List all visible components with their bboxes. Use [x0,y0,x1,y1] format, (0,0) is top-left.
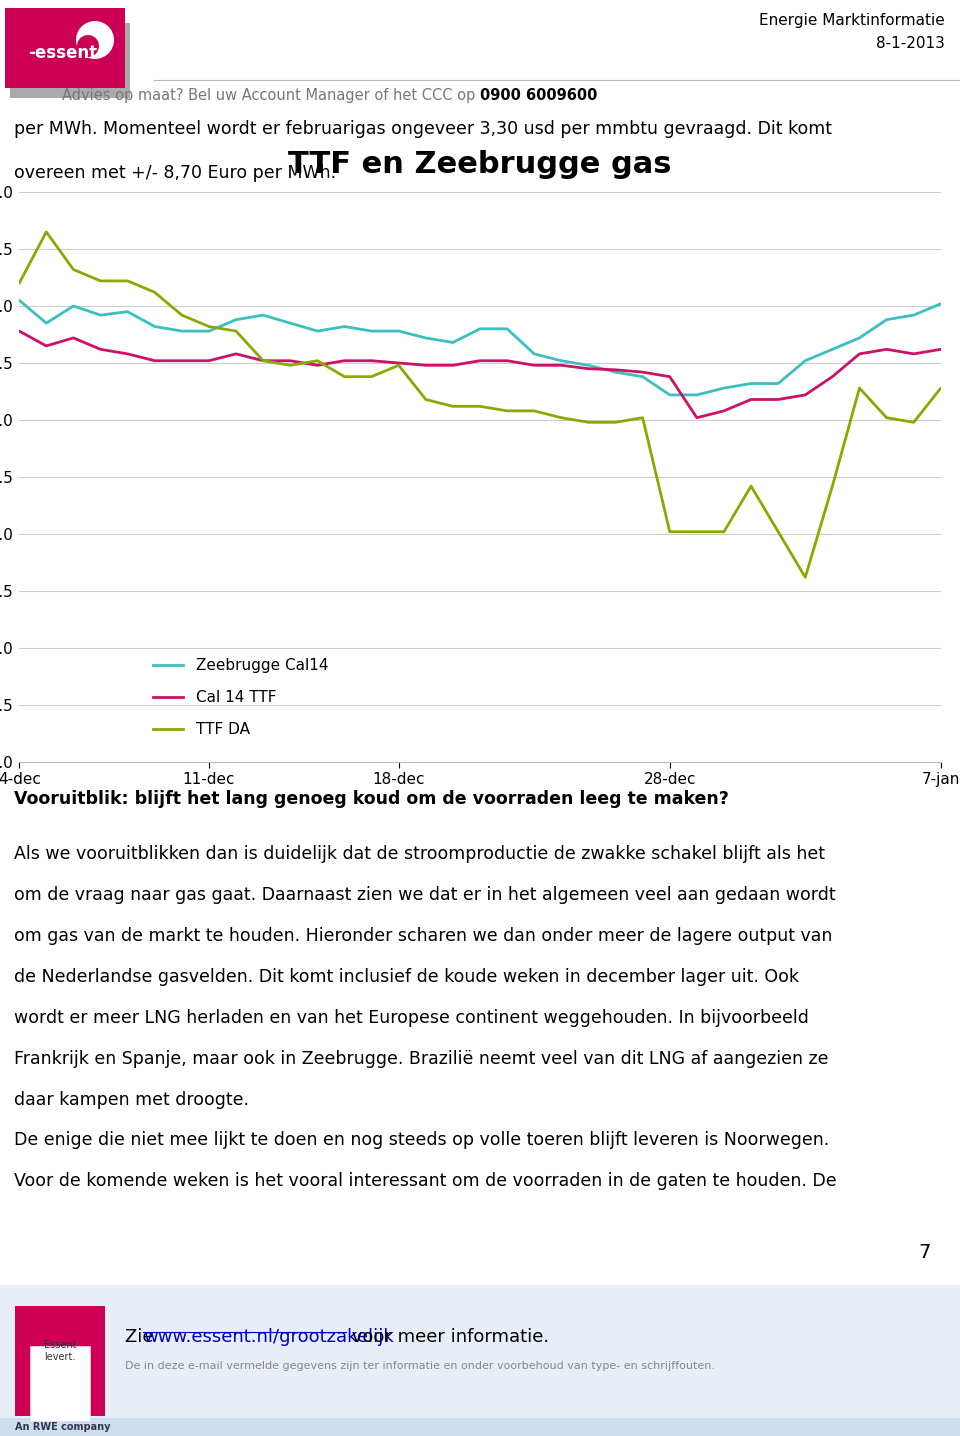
Bar [0,1417,960,1436]
Text: om gas van de markt te houden. Hieronder scharen we dan onder meer de lagere out: om gas van de markt te houden. Hieronder… [14,926,832,945]
Text: De in deze e-mail vermelde gegevens zijn ter informatie en onder voorbehoud van : De in deze e-mail vermelde gegevens zijn… [125,1361,715,1371]
Text: Essent
levert.: Essent levert. [44,1340,76,1361]
Bar [10,23,130,98]
Text: 8-1-2013: 8-1-2013 [876,36,945,52]
Ellipse shape [76,22,114,59]
Bar [30,1346,90,1422]
Bar [15,1305,105,1416]
Text: 7: 7 [919,1244,931,1262]
Text: wordt er meer LNG herladen en van het Europese continent weggehouden. In bijvoor: wordt er meer LNG herladen en van het Eu… [14,1008,809,1027]
Bar [5,9,125,88]
Text: de Nederlandse gasvelden. Dit komt inclusief de koude weken in december lager ui: de Nederlandse gasvelden. Dit komt inclu… [14,968,800,985]
Text: Als we vooruitblikken dan is duidelijk dat de stroomproductie de zwakke schakel : Als we vooruitblikken dan is duidelijk d… [14,844,826,863]
Ellipse shape [77,34,99,57]
Text: Advies op maat? Bel uw Account Manager of het CCC op: Advies op maat? Bel uw Account Manager o… [62,88,480,103]
Text: per MWh. Momenteel wordt er februarigas ongeveer 3,30 usd per mmbtu gevraagd. Di: per MWh. Momenteel wordt er februarigas … [14,121,832,138]
Legend: Zeebrugge Cal14, Cal 14 TTF, TTF DA: Zeebrugge Cal14, Cal 14 TTF, TTF DA [147,652,334,742]
Text: www.essent.nl/grootzakelijk: www.essent.nl/grootzakelijk [143,1328,394,1346]
Text: -essent: -essent [28,45,97,62]
Title: TTF en Zeebrugge gas: TTF en Zeebrugge gas [288,149,672,178]
Text: overeen met +/- 8,70 Euro per MWh.: overeen met +/- 8,70 Euro per MWh. [14,164,337,182]
Text: om de vraag naar gas gaat. Daarnaast zien we dat er in het algemeen veel aan ged: om de vraag naar gas gaat. Daarnaast zie… [14,886,836,903]
Text: De enige die niet mee lijkt te doen en nog steeds op volle toeren blijft leveren: De enige die niet mee lijkt te doen en n… [14,1132,829,1149]
Text: daar kampen met droogte.: daar kampen met droogte. [14,1090,250,1109]
Text: Voor de komende weken is het vooral interessant om de voorraden in de gaten te h: Voor de komende weken is het vooral inte… [14,1172,837,1190]
Text: voor meer informatie.: voor meer informatie. [346,1328,548,1346]
Text: 0900 6009600: 0900 6009600 [480,88,597,103]
Text: Vooruitblik: blijft het lang genoeg koud om de voorraden leeg te maken?: Vooruitblik: blijft het lang genoeg koud… [14,790,730,808]
Text: Zie: Zie [125,1328,159,1346]
Text: Energie Marktinformatie: Energie Marktinformatie [759,13,945,27]
Text: Frankrijk en Spanje, maar ook in Zeebrugge. Brazilië neemt veel van dit LNG af a: Frankrijk en Spanje, maar ook in Zeebrug… [14,1050,828,1067]
Text: An RWE company: An RWE company [15,1422,110,1432]
